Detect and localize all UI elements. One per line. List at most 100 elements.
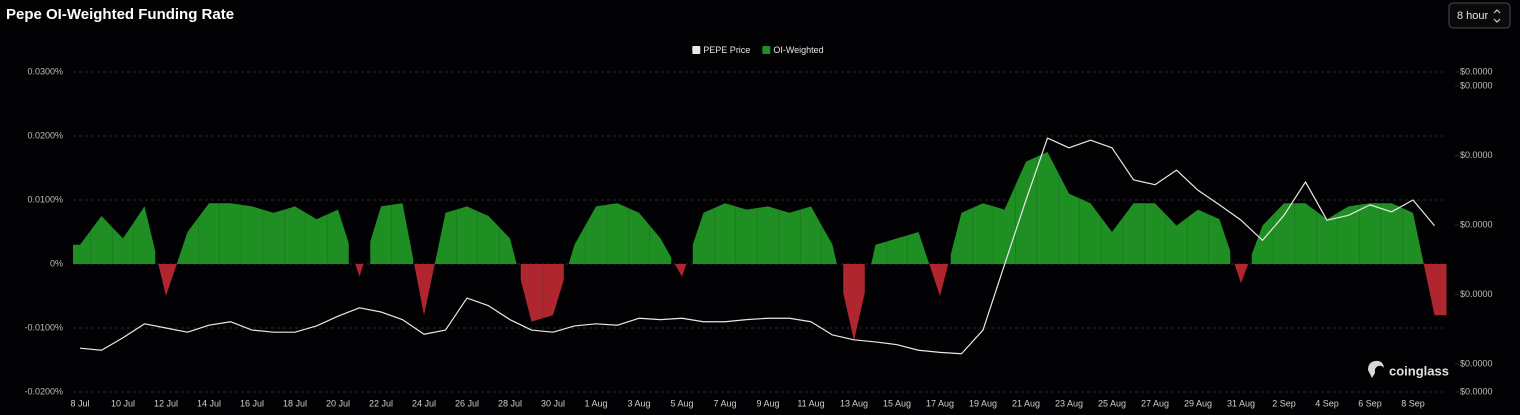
x-tick-label: 7 Aug — [713, 398, 736, 408]
watermark-logo — [1368, 360, 1384, 378]
y2-tick-label: $0.0000 — [1460, 386, 1493, 396]
area-segment — [1423, 264, 1447, 316]
area-segment — [871, 241, 887, 264]
area-segment — [414, 264, 435, 316]
y2-tick-label: $0.0000 — [1460, 219, 1493, 229]
area-segment — [950, 208, 973, 264]
area-segment — [90, 216, 113, 264]
x-tick-label: 15 Aug — [883, 398, 911, 408]
y-tick-label: -0.0200% — [24, 386, 63, 396]
area-segment — [1036, 152, 1059, 264]
watermark: coinglass — [1368, 360, 1449, 378]
area-segment — [1294, 203, 1317, 264]
area-segment — [355, 264, 364, 277]
area-segment — [585, 204, 607, 264]
area-segment — [1402, 208, 1424, 264]
dropdown-box[interactable] — [1448, 2, 1511, 29]
x-tick-label: 8 Sep — [1401, 398, 1425, 408]
area-segment — [1165, 214, 1188, 264]
area-segment — [1144, 203, 1166, 264]
area-segment — [568, 225, 586, 264]
area-segment — [499, 227, 517, 264]
area-segment — [1359, 203, 1381, 264]
x-tick-label: 16 Jul — [240, 398, 264, 408]
y2-tick-label: $0.0000 — [1460, 150, 1493, 160]
x-tick-label: 26 Jul — [455, 398, 479, 408]
area-segment — [821, 225, 837, 264]
legend-label: OI-Weighted — [773, 45, 823, 55]
x-tick-label: 5 Aug — [670, 398, 693, 408]
x-tick-label: 12 Jul — [154, 398, 178, 408]
y-tick-label: 0.0300% — [27, 66, 63, 76]
y-tick-label: -0.0100% — [24, 322, 63, 332]
x-tick-label: 11 Aug — [797, 398, 824, 408]
x-tick-label: 27 Aug — [1141, 398, 1169, 408]
area-segment — [929, 264, 949, 296]
x-tick-label: 1 Aug — [584, 398, 607, 408]
area-segment — [907, 232, 930, 264]
area-segment — [284, 206, 306, 264]
area-segment — [219, 203, 242, 264]
area-segment — [714, 203, 736, 264]
area-segment — [993, 185, 1016, 264]
area-segment — [434, 209, 457, 264]
area-segment — [1079, 198, 1102, 264]
legend-swatch — [692, 46, 701, 54]
x-tick-label: 6 Sep — [1358, 398, 1382, 408]
y-tick-label: 0.0200% — [27, 130, 63, 140]
area-segment — [198, 203, 220, 264]
x-tick-label: 31 Aug — [1227, 398, 1255, 408]
area-segment — [1316, 211, 1338, 264]
area-segment — [327, 209, 349, 264]
x-tick-label: 19 Aug — [969, 398, 997, 408]
y2-tick-label: $0.0000 — [1460, 66, 1493, 76]
area-segment — [456, 206, 478, 264]
area-segment — [520, 264, 543, 322]
area-segment — [1058, 172, 1080, 264]
x-tick-label: 20 Jul — [326, 398, 350, 408]
area-segment — [628, 208, 650, 264]
x-tick-label: 25 Aug — [1098, 398, 1126, 408]
x-tick-label: 18 Jul — [283, 398, 307, 408]
area-segment — [692, 208, 715, 264]
y-tick-label: 0% — [50, 258, 63, 268]
x-tick-label: 3 Aug — [627, 398, 650, 408]
area-segment — [542, 264, 564, 319]
x-tick-label: 28 Jul — [498, 398, 522, 408]
x-tick-label: 2 Sep — [1272, 398, 1296, 408]
price-line — [79, 137, 1435, 355]
interval-dropdown[interactable]: 8 hour — [1448, 2, 1511, 29]
area-segment — [778, 209, 801, 264]
x-tick-label: 8 Jul — [70, 398, 89, 408]
area-segment — [886, 235, 908, 264]
y-tick-label: 0.0100% — [27, 194, 63, 204]
area-segment — [241, 204, 263, 264]
area-segment — [649, 225, 672, 264]
x-tick-label: 4 Sep — [1315, 398, 1339, 408]
x-tick-label: 9 Aug — [756, 398, 779, 408]
area-segment — [1208, 214, 1231, 264]
area-segment — [262, 209, 285, 264]
dropdown-chevron — [1493, 9, 1501, 23]
x-tick-label: 13 Aug — [840, 398, 868, 408]
x-tick-label: 14 Jul — [197, 398, 221, 408]
x-tick-label: 23 Aug — [1055, 398, 1083, 408]
area-segment — [1337, 204, 1360, 264]
x-tick-label: 17 Aug — [926, 398, 954, 408]
area-segment — [158, 264, 177, 296]
area-segment — [112, 222, 134, 264]
area-segment — [606, 203, 629, 264]
legend: PEPE Price OI-Weighted — [692, 45, 824, 55]
y2-tick-label: $0.0000 — [1460, 359, 1493, 369]
area-segment — [735, 206, 758, 264]
area-segment — [843, 264, 865, 341]
area-segment — [73, 230, 91, 264]
x-tick-label: 10 Jul — [111, 398, 135, 408]
area-segment — [370, 204, 392, 264]
area-segment — [674, 264, 687, 277]
area-segment — [1122, 203, 1145, 264]
dropdown-label[interactable]: 8 hour — [1457, 10, 1489, 22]
area-segment — [305, 212, 328, 264]
x-tick-label: 29 Aug — [1184, 398, 1212, 408]
